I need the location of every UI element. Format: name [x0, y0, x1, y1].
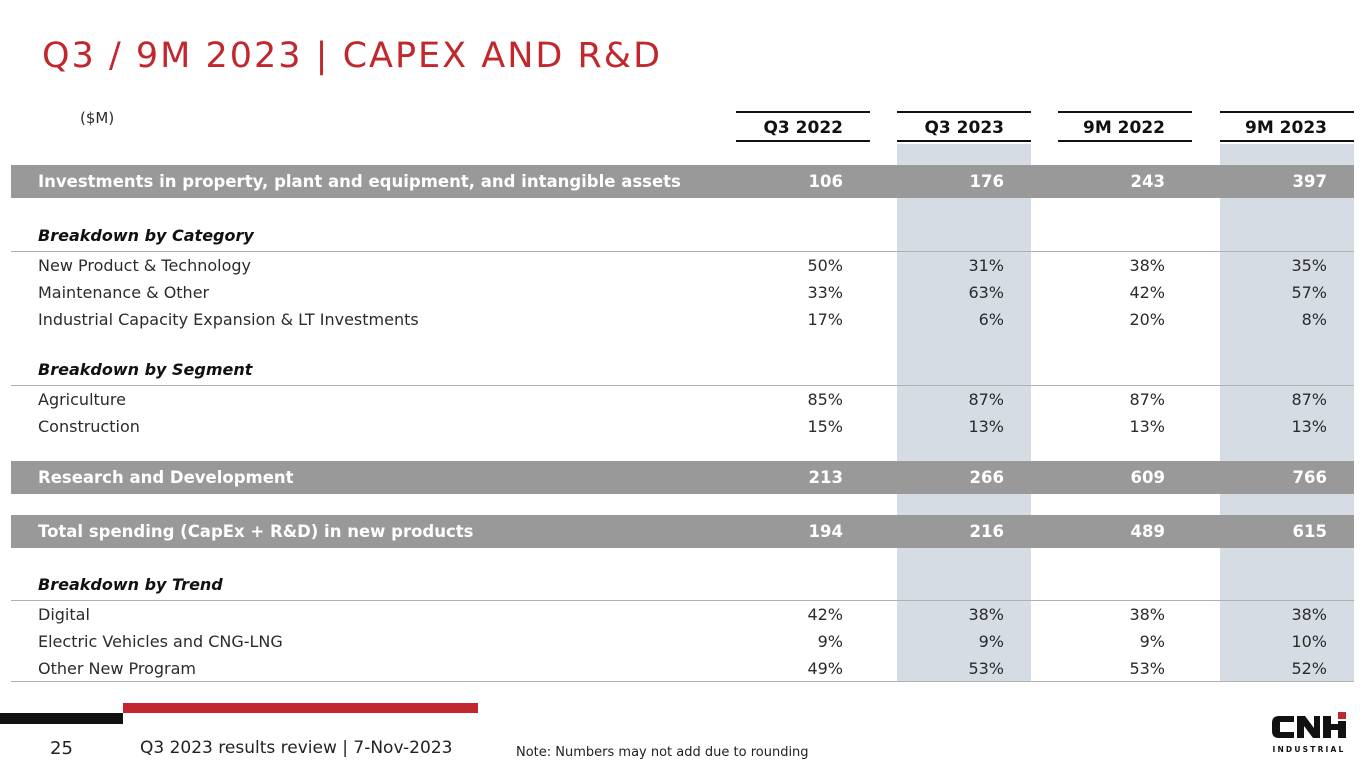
table-row: New Product & Technology 50% 31% 38% 35%	[11, 253, 1354, 279]
value-q3-2022: 213	[808, 468, 843, 487]
row-label: Electric Vehicles and CNG-LNG	[38, 632, 283, 651]
value-q3-2023: 38%	[968, 605, 1004, 624]
page-title: Q3 / 9M 2023 | CAPEX AND R&D	[42, 36, 663, 76]
value-q3-2023: 9%	[978, 632, 1004, 651]
cnh-wordmark-icon	[1272, 712, 1346, 738]
row-label: Total spending (CapEx + R&D) in new prod…	[38, 522, 474, 541]
page-number: 25	[50, 738, 73, 759]
value-9m-2023: 35%	[1291, 256, 1327, 275]
rnd-total-row: Research and Development 213 266 609 766	[11, 461, 1354, 494]
column-header-q3-2023: Q3 2023	[897, 111, 1031, 142]
value-q3-2022: 42%	[807, 605, 843, 624]
section-divider	[11, 600, 1354, 601]
value-9m-2022: 13%	[1129, 417, 1165, 436]
section-heading: Breakdown by Segment	[38, 360, 253, 379]
value-9m-2022: 609	[1130, 468, 1165, 487]
section-heading-segment: Breakdown by Segment	[11, 357, 1354, 383]
cnh-industrial-logo: INDUSTRIAL	[1272, 712, 1346, 754]
value-9m-2023: 766	[1292, 468, 1327, 487]
value-9m-2022: 38%	[1129, 605, 1165, 624]
capex-total-row: Investments in property, plant and equip…	[11, 165, 1354, 198]
table-row: Digital 42% 38% 38% 38%	[11, 602, 1354, 628]
footer-bar-red	[123, 703, 478, 713]
unit-label: ($M)	[80, 109, 115, 127]
value-9m-2023: 57%	[1291, 283, 1327, 302]
value-q3-2023: 63%	[968, 283, 1004, 302]
value-9m-2023: 615	[1292, 522, 1327, 541]
row-label: Investments in property, plant and equip…	[38, 172, 681, 191]
value-9m-2022: 9%	[1139, 632, 1165, 651]
value-q3-2023: 176	[969, 172, 1004, 191]
table-row: Construction 15% 13% 13% 13%	[11, 414, 1354, 440]
table-row: Industrial Capacity Expansion & LT Inves…	[11, 307, 1354, 333]
value-q3-2022: 106	[808, 172, 843, 191]
value-9m-2022: 42%	[1129, 283, 1165, 302]
column-header-9m-2023: 9M 2023	[1220, 111, 1354, 142]
value-9m-2022: 38%	[1129, 256, 1165, 275]
value-q3-2023: 216	[969, 522, 1004, 541]
shade-column-9m-2023	[1220, 144, 1354, 681]
column-header-9m-2022: 9M 2022	[1058, 111, 1192, 142]
value-q3-2022: 17%	[807, 310, 843, 329]
section-heading: Breakdown by Trend	[38, 575, 223, 594]
value-q3-2022: 33%	[807, 283, 843, 302]
value-q3-2023: 53%	[968, 659, 1004, 678]
value-q3-2023: 87%	[968, 390, 1004, 409]
footer-note: Note: Numbers may not add due to roundin…	[516, 745, 809, 760]
section-heading-category: Breakdown by Category	[11, 223, 1354, 249]
table-bottom-rule	[11, 681, 1354, 682]
shade-column-q3-2023	[897, 144, 1031, 681]
value-q3-2022: 49%	[807, 659, 843, 678]
section-heading: Breakdown by Category	[38, 226, 254, 245]
row-label: New Product & Technology	[38, 256, 252, 275]
table-row: Maintenance & Other 33% 63% 42% 57%	[11, 280, 1354, 306]
footer-bar-black	[0, 713, 123, 724]
footer-presentation-title: Q3 2023 results review | 7-Nov-2023	[140, 738, 453, 758]
table-row: Other New Program 49% 53% 53% 52%	[11, 656, 1354, 682]
row-label: Construction	[38, 417, 140, 436]
value-9m-2023: 38%	[1291, 605, 1327, 624]
value-9m-2023: 52%	[1291, 659, 1327, 678]
value-q3-2023: 31%	[968, 256, 1004, 275]
value-q3-2023: 6%	[978, 310, 1004, 329]
table-row: Agriculture 85% 87% 87% 87%	[11, 387, 1354, 413]
value-q3-2022: 194	[808, 522, 843, 541]
value-q3-2022: 9%	[817, 632, 843, 651]
value-q3-2023: 266	[969, 468, 1004, 487]
table-row: Electric Vehicles and CNG-LNG 9% 9% 9% 1…	[11, 629, 1354, 655]
section-divider	[11, 385, 1354, 386]
value-q3-2022: 85%	[807, 390, 843, 409]
value-q3-2022: 15%	[807, 417, 843, 436]
row-label: Maintenance & Other	[38, 283, 210, 302]
value-9m-2023: 8%	[1301, 310, 1327, 329]
value-9m-2023: 13%	[1291, 417, 1327, 436]
value-9m-2023: 397	[1292, 172, 1327, 191]
value-9m-2022: 53%	[1129, 659, 1165, 678]
section-heading-trend: Breakdown by Trend	[11, 572, 1354, 598]
value-9m-2022: 87%	[1129, 390, 1165, 409]
row-label: Industrial Capacity Expansion & LT Inves…	[38, 310, 419, 329]
value-9m-2022: 20%	[1129, 310, 1165, 329]
value-q3-2022: 50%	[807, 256, 843, 275]
value-q3-2023: 13%	[968, 417, 1004, 436]
value-9m-2022: 243	[1130, 172, 1165, 191]
value-9m-2022: 489	[1130, 522, 1165, 541]
row-label: Digital	[38, 605, 90, 624]
value-9m-2023: 10%	[1291, 632, 1327, 651]
logo-subtitle: INDUSTRIAL	[1272, 745, 1345, 754]
column-header-q3-2022: Q3 2022	[736, 111, 870, 142]
row-label: Other New Program	[38, 659, 197, 678]
section-divider	[11, 251, 1354, 252]
value-9m-2023: 87%	[1291, 390, 1327, 409]
row-label: Research and Development	[38, 468, 294, 487]
row-label: Agriculture	[38, 390, 126, 409]
total-spending-row: Total spending (CapEx + R&D) in new prod…	[11, 515, 1354, 548]
